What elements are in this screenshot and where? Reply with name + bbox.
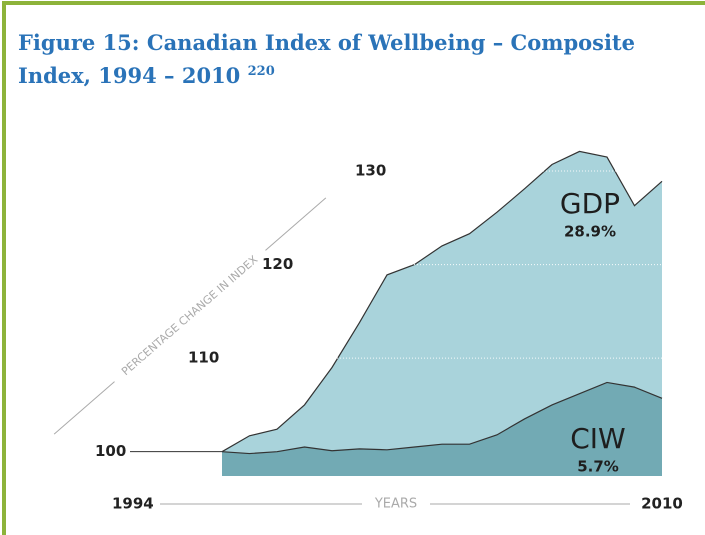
y-tick-label: 120 bbox=[262, 255, 293, 273]
border-left bbox=[2, 1, 6, 535]
area bbox=[222, 382, 662, 476]
figure-title: Figure 15: Canadian Index of Wellbeing –… bbox=[18, 28, 688, 90]
line bbox=[221, 150, 663, 453]
title-note: 220 bbox=[247, 64, 275, 79]
value-label: 28.9% bbox=[564, 223, 616, 241]
x-axis-label: YEARS bbox=[374, 497, 417, 512]
series-name: CIW bbox=[570, 422, 626, 455]
x-tick-label: 2010 bbox=[641, 495, 683, 513]
axis-line bbox=[53, 381, 115, 435]
axis-line bbox=[265, 197, 327, 251]
y-tick-label: 100 bbox=[95, 442, 126, 460]
y-axis-label-group: PERCENTAGE CHANGE IN INDEX bbox=[53, 197, 327, 435]
area bbox=[222, 151, 662, 477]
x-tick-label: 1994 bbox=[112, 495, 154, 513]
title-text: Figure 15: Canadian Index of Wellbeing –… bbox=[18, 30, 635, 88]
border-top bbox=[2, 1, 705, 5]
value-label: 5.7% bbox=[577, 458, 619, 476]
y-tick-label: 110 bbox=[188, 349, 219, 367]
y-tick-label: 130 bbox=[355, 162, 386, 180]
series-name: GDP bbox=[560, 187, 620, 220]
line bbox=[221, 381, 663, 455]
